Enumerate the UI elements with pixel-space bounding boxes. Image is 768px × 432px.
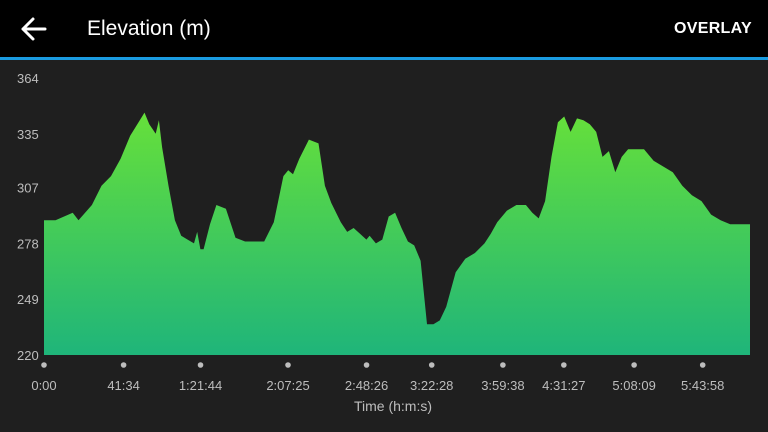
y-tick-label: 335 [17,127,39,142]
header-divider [0,57,768,60]
x-tick-label: 5:08:09 [612,378,655,393]
x-tick-dot [41,362,47,368]
elevation-area [44,112,750,355]
x-tick-dot [285,362,291,368]
elevation-chart: 220 249 278 307 335 364 0:00 41:34 1:21:44 2:07:… [17,71,750,414]
x-tick-label: 4:31:27 [542,378,585,393]
back-button[interactable] [20,16,48,42]
x-tick-label: 2:07:25 [266,378,309,393]
x-tick-dot [120,362,127,368]
x-tick-label: 5:43:58 [681,378,724,393]
x-axis-label: Time (h:m:s) [354,398,432,414]
x-tick-dot [631,362,637,368]
x-tick-dot [428,362,435,368]
top-app-bar: Elevation (m) OVERLAY [0,0,768,57]
x-tick-label: 3:59:38 [481,378,524,393]
page-title: Elevation (m) [87,17,211,40]
x-tick-label: 2:48:26 [345,378,388,393]
y-tick-label: 249 [17,292,39,307]
x-tick-dot [197,362,204,368]
y-tick-label: 364 [17,71,39,86]
x-tick-label: 3:22:28 [410,378,453,393]
x-tick-label: 0:00 [31,378,56,393]
x-tick-label: 1:21:44 [179,378,222,393]
x-tick-label: 41:34 [107,378,140,393]
x-tick-dot [500,362,506,368]
y-tick-label: 278 [17,236,39,251]
x-tick-dot [363,362,370,368]
y-tick-label: 307 [17,181,39,196]
y-tick-label: 220 [17,348,39,363]
arrow-left-icon [21,17,47,41]
overlay-button[interactable]: OVERLAY [674,20,752,37]
x-tick-dot [699,362,706,368]
x-tick-dot [561,362,567,368]
